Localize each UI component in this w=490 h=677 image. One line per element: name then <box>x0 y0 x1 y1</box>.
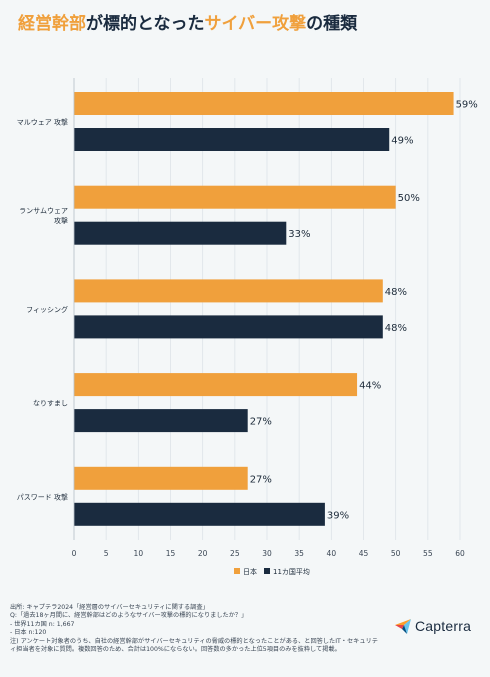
footer-line-note: 注) アンケート対象者のうち、自社の経営幹部がサイバーセキュリティの脅威の標的と… <box>10 637 378 654</box>
data-label: 27% <box>250 417 272 428</box>
capterra-arrow-icon <box>395 618 411 634</box>
bar <box>74 279 383 303</box>
data-label: 44% <box>359 381 381 392</box>
capterra-logo: Capterra <box>395 618 471 634</box>
x-tick-label: 55 <box>423 549 433 558</box>
bar <box>74 466 248 490</box>
bar <box>74 373 358 397</box>
category-label: フィッシング <box>26 305 68 314</box>
category-label: パスワード 攻撃 <box>17 492 68 501</box>
x-tick-label: 30 <box>262 549 272 558</box>
legend-swatch <box>264 568 270 574</box>
bar <box>74 315 383 339</box>
data-label: 39% <box>327 510 349 521</box>
footer-line-source: 出所: キャプテラ2024「経営層のサイバーセキュリティに関する調査」 <box>10 604 209 611</box>
category-label: なりすまし <box>33 400 68 408</box>
bar <box>74 92 454 115</box>
title-part-1: 経営幹部 <box>18 14 86 34</box>
footer-line-global-n: - 世界11カ国 n: 1,667 <box>10 620 75 628</box>
x-tick-label: 50 <box>391 549 401 558</box>
data-label: 48% <box>385 287 407 298</box>
x-tick-label: 0 <box>72 549 77 558</box>
legend-swatch <box>234 568 240 574</box>
bar <box>74 128 390 151</box>
bar <box>74 185 396 209</box>
x-tick-label: 25 <box>230 549 240 558</box>
bar <box>74 409 248 433</box>
title-part-3: サイバー攻撃 <box>204 14 307 34</box>
source-note: 出所: キャプテラ2024「経営層のサイバーセキュリティに関する調査」 Q:「過… <box>10 604 380 654</box>
x-tick-label: 20 <box>198 549 208 558</box>
x-tick-label: 5 <box>104 549 109 558</box>
data-label: 59% <box>456 100 478 111</box>
legend-label: 11カ国平均 <box>273 567 310 576</box>
x-tick-label: 60 <box>455 549 465 558</box>
legend-label: 日本 <box>243 567 257 576</box>
category-label: 攻撃 <box>54 216 68 225</box>
bar <box>74 502 325 526</box>
data-label: 50% <box>398 193 420 204</box>
x-tick-label: 40 <box>327 549 337 558</box>
x-tick-label: 15 <box>166 549 176 558</box>
title-part-2: が標的となった <box>86 14 205 34</box>
x-tick-label: 45 <box>359 549 369 558</box>
data-label: 27% <box>250 474 272 485</box>
category-label: マルウェア 攻撃 <box>17 118 68 127</box>
title-part-4: の種類 <box>306 14 358 34</box>
chart-title: 経営幹部が標的となったサイバー攻撃の種類 <box>18 12 478 36</box>
data-label: 48% <box>385 323 407 334</box>
footer-line-japan-n: - 日本 n:120 <box>10 629 47 637</box>
x-tick-label: 35 <box>294 549 304 558</box>
capterra-logo-text: Capterra <box>415 618 472 634</box>
footer-line-question: Q:「過去18ヶ月間に、経営幹部はどのようなサイバー攻撃の標的になりましたか？」 <box>10 612 248 620</box>
x-tick-label: 10 <box>134 549 144 558</box>
category-label: ランサムウェア <box>19 207 68 215</box>
data-label: 33% <box>288 229 310 240</box>
bar <box>74 221 287 245</box>
data-label: 49% <box>391 136 413 147</box>
